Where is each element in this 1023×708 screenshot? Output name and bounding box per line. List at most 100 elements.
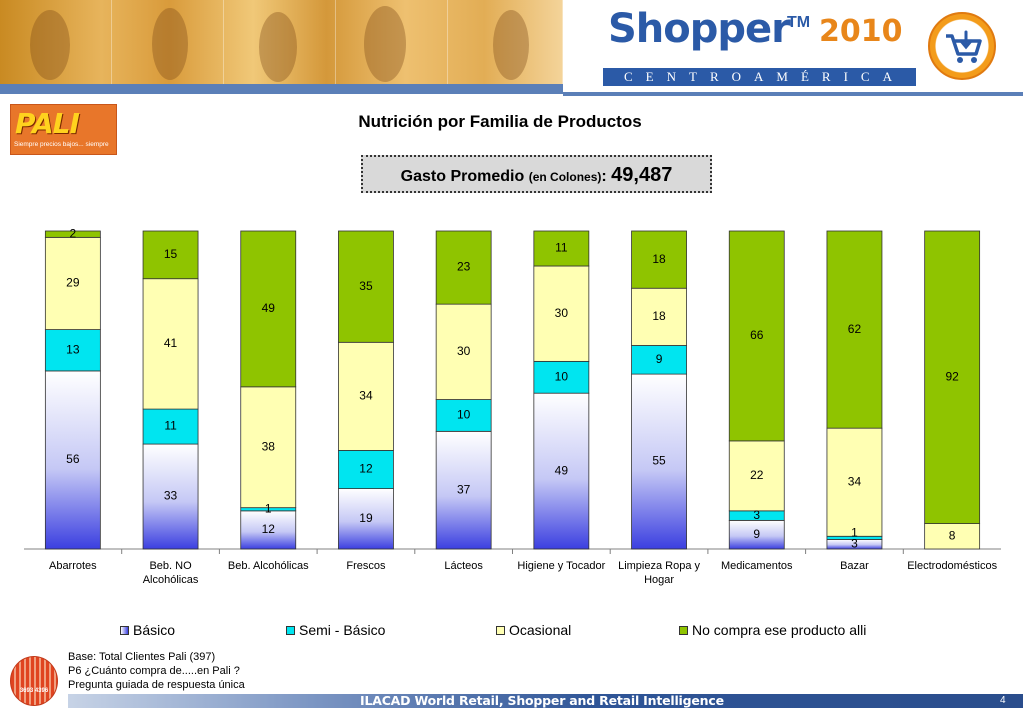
header-photo [0,0,112,84]
legend-swatch-semi-basico [286,625,295,635]
legend-swatch-no-compra [679,625,688,635]
bar-segment-semi-basico [142,408,199,445]
event-logo-trademark: TM [787,14,811,31]
bar-segment-semi-basico [435,399,492,432]
header-banner: Shopper TM 2010 CENTROAMÉRICA [0,0,1023,98]
page-number: 4 [1000,695,1006,706]
header-divider [563,92,1023,96]
category-label: Beb. Alcohólicas [228,560,309,572]
legend-item-no-compra: No compra ese producto alli [679,620,866,640]
bar-segment-basico [338,488,394,550]
data-label-no-compra: 23 [457,260,471,274]
data-label-basico: 55 [652,454,666,468]
data-label-ocasional: 8 [949,528,956,542]
data-label-basico: 9 [753,527,760,541]
data-label-semi-basico: 10 [457,408,471,422]
bar-segment-no-compra [44,230,101,238]
category-label: Medicamentos [721,560,793,572]
data-label-basico: 3 [851,536,858,550]
data-label-no-compra: 66 [750,328,764,342]
header-photo-strip [0,0,563,84]
data-label-semi-basico: 10 [555,369,569,383]
data-label-basico: 33 [164,489,178,503]
data-label-semi-basico: 1 [265,501,272,515]
event-logo-brand: Shopper [608,6,791,52]
footer-text: ILACAD World Retail, Shopper and Retail … [360,693,724,708]
region-bar [603,68,916,86]
category-label: Bazar [840,560,869,572]
bar-segment-no-compra [826,230,883,429]
bar-segment-no-compra [924,230,981,524]
data-label-basico: 19 [359,511,373,525]
bar-segment-no-compra [728,230,785,442]
legend-label-no-compra: No compra ese producto alli [692,622,867,638]
category-label: Alcohólicas [143,574,199,586]
data-label-ocasional: 22 [750,468,764,482]
data-label-semi-basico: 13 [66,342,80,356]
category-label: Limpieza Ropa y [618,560,700,572]
pali-logo-wordmark: PALI [15,107,80,140]
data-label-no-compra: 92 [945,369,959,383]
category-label: Higiene y Tocador [517,560,605,572]
footer-bar [68,694,1023,708]
pali-logo-tagline: Siempre precios bajos... siempre [14,141,109,148]
bar-segment-no-compra [533,230,590,267]
shopping-cart-icon [928,12,996,80]
bar-segment-no-compra [631,230,687,289]
data-label-no-compra: 2 [70,226,77,240]
data-label-no-compra: 49 [262,301,276,315]
data-label-ocasional: 34 [359,389,373,403]
data-label-ocasional: 29 [66,276,80,290]
data-label-ocasional: 34 [848,474,862,488]
data-label-basico: 56 [66,452,80,466]
data-label-no-compra: 62 [848,322,862,336]
header-divider [0,84,563,94]
category-label: Electrodomésticos [907,560,997,572]
data-label-basico: 49 [555,463,569,477]
bar-segment-ocasional [435,303,492,400]
bar-segment-ocasional [728,440,785,512]
bar-segment-no-compra [338,230,394,343]
data-label-semi-basico: 1 [851,525,858,539]
bar-segment-ocasional [240,386,297,509]
data-label-semi-basico: 12 [359,462,373,476]
data-label-semi-basico: 9 [656,352,663,366]
bar-segment-basico [240,510,297,550]
data-label-ocasional: 18 [652,309,666,323]
legend-label-semi-basico: Semi - Básico [299,622,386,638]
data-label-semi-basico: 11 [164,419,177,433]
research-logo-number: 3693 4396 [19,688,49,694]
bar-segment-basico [631,373,687,550]
bar-segment-basico [435,430,492,550]
legend-label-ocasional: Ocasional [509,622,572,638]
bar-segment-no-compra [435,230,492,305]
average-spend-unit: (en Colones) [528,170,602,184]
data-label-no-compra: 35 [359,279,373,293]
legend-swatch-basico [120,625,129,635]
header-photo [224,0,336,84]
bar-segment-ocasional [44,236,101,330]
data-label-ocasional: 41 [164,336,178,350]
average-spend-label: Gasto Promedio [400,168,529,185]
region-label: CENTROAMÉRICA [624,69,905,84]
chart-notes: Base: Total Clientes Pali (397) P6 ¿Cuán… [68,650,245,692]
bar-segment-ocasional [631,287,687,346]
bar-segment-no-compra [142,230,199,280]
note-question: P6 ¿Cuánto compra de.....en Pali ? [68,665,240,677]
data-label-no-compra: 15 [164,247,178,261]
note-method: Pregunta guiada de respuesta única [68,679,245,691]
data-label-no-compra: 11 [555,241,568,255]
category-label: Lácteos [444,560,483,572]
bar-segment-basico [44,370,101,550]
bar-segment-semi-basico [631,345,687,375]
category-label: Frescos [346,560,386,572]
event-logo-year: 2010 [819,14,903,49]
average-spend-value: 49,487 [611,164,673,186]
legend-item-basico: Básico [120,620,175,640]
bar-segment-ocasional [826,427,883,537]
category-label: Beb. NO [149,560,192,572]
data-label-semi-basico: 3 [753,508,760,522]
average-spend-box: Gasto Promedio (en Colones): 49,487 [361,155,712,193]
bar-segment-basico [142,443,199,550]
